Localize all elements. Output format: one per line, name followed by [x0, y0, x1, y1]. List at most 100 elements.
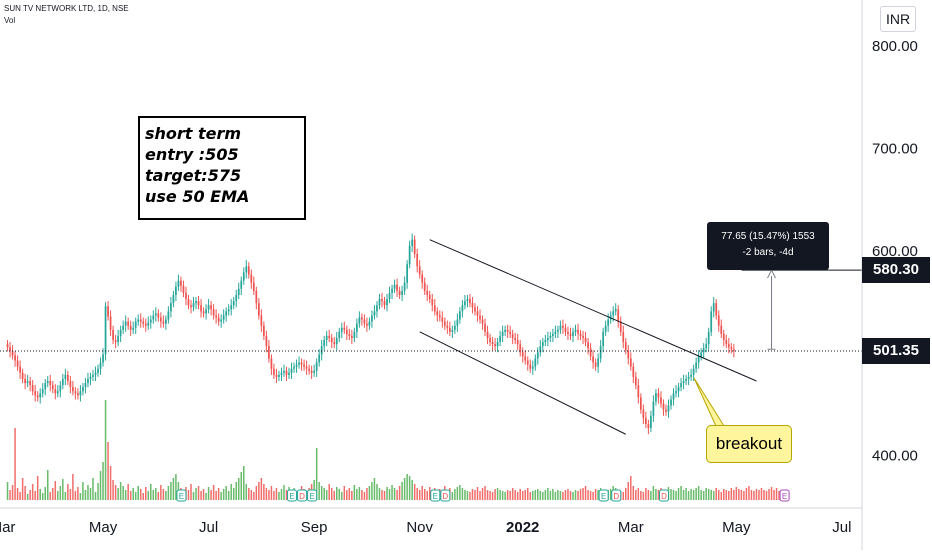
candle [262, 321, 265, 341]
volume-bar [396, 490, 398, 500]
volume-bar [273, 491, 275, 500]
volume-bar [655, 489, 657, 500]
candle [175, 281, 177, 302]
volume-legend[interactable]: Vol [4, 16, 16, 25]
candle [421, 270, 424, 289]
candle [587, 337, 589, 355]
candle-body [441, 317, 444, 322]
breakout-callout[interactable]: breakout [706, 425, 792, 463]
candle [99, 357, 102, 375]
currency-button[interactable]: INR [880, 6, 916, 32]
volume-bar [506, 490, 509, 500]
candle [700, 348, 703, 361]
candle [634, 371, 637, 390]
candle-body [514, 337, 517, 341]
candle-body [6, 344, 9, 348]
candle [456, 313, 459, 332]
volume-bar [745, 488, 748, 500]
volume-bar [509, 491, 511, 500]
candle-body [732, 349, 735, 352]
volume-bar [330, 488, 333, 500]
target-price-tag: 580.30 [862, 257, 930, 284]
candle [84, 377, 87, 394]
event-marker: D [658, 489, 669, 502]
volume-bar [253, 492, 255, 500]
candle [675, 385, 677, 398]
candle [290, 362, 293, 379]
candle [119, 325, 122, 343]
candle [474, 303, 476, 316]
candle [26, 374, 29, 388]
candle [501, 325, 504, 343]
volume-bar [499, 490, 501, 500]
candle-body [373, 311, 376, 316]
candle-body [225, 311, 228, 316]
volume-bar [346, 490, 348, 500]
candle [436, 307, 439, 322]
candle [720, 319, 723, 338]
candle [466, 294, 469, 308]
candle-body [529, 364, 532, 369]
candle-body [117, 335, 119, 343]
candle [506, 324, 509, 338]
candle [74, 387, 77, 400]
candle [335, 331, 338, 351]
volume-bar [41, 493, 44, 500]
candle-body [494, 344, 496, 347]
time-tick-label: Nov [406, 519, 433, 536]
event-marker: E [779, 489, 790, 502]
candle-body [602, 331, 605, 347]
candle-body [660, 397, 662, 404]
callout-pointer [693, 377, 725, 427]
candle [685, 374, 687, 386]
candle [66, 370, 69, 386]
event-marker-label: D [299, 492, 305, 501]
volume-bar [652, 486, 655, 500]
candle-body [129, 325, 132, 330]
candle-body [546, 337, 549, 341]
event-marker-box [598, 489, 609, 502]
candle [162, 315, 165, 328]
candle-body [411, 239, 414, 246]
volume-bar [225, 486, 227, 500]
candle [313, 364, 316, 377]
volume-bar [733, 490, 735, 500]
candle [182, 280, 185, 298]
volume-bar [190, 484, 192, 500]
candle [353, 327, 356, 343]
event-marker: E [287, 489, 298, 502]
candle-body [290, 368, 293, 373]
candle-body [265, 335, 268, 347]
candle-body [680, 383, 682, 388]
candle-body [722, 333, 725, 341]
candle-body [406, 264, 409, 283]
candle-body [318, 354, 321, 363]
volume-bar [192, 492, 195, 500]
candle-body [549, 335, 552, 338]
candle [431, 293, 434, 312]
symbol-legend[interactable]: SUN TV NETWORK LTD, 1D, NSE [4, 4, 129, 13]
volume-bar [325, 490, 328, 500]
volume-bar [413, 484, 416, 500]
candle-body [182, 285, 185, 293]
volume-bar [702, 491, 705, 500]
event-marker: D [440, 489, 451, 502]
note-box[interactable]: short term entry :505 target:575 use 50 … [138, 116, 306, 220]
volume-bar [707, 489, 710, 500]
volume-bar [547, 488, 549, 500]
time-tick-label: May [722, 519, 751, 536]
candle [41, 383, 44, 398]
volume-bar [248, 488, 250, 500]
event-marker: E [307, 489, 318, 502]
candle [592, 350, 594, 369]
candle [142, 317, 145, 328]
volume-bar [690, 489, 692, 500]
candle-body [200, 305, 202, 312]
candle-body [386, 299, 388, 306]
candle-body [491, 342, 494, 345]
candle-body [667, 405, 670, 412]
volume-bar [157, 492, 160, 500]
volume-bar [351, 491, 353, 500]
candle-body [232, 301, 235, 306]
volume-bar [127, 484, 129, 500]
